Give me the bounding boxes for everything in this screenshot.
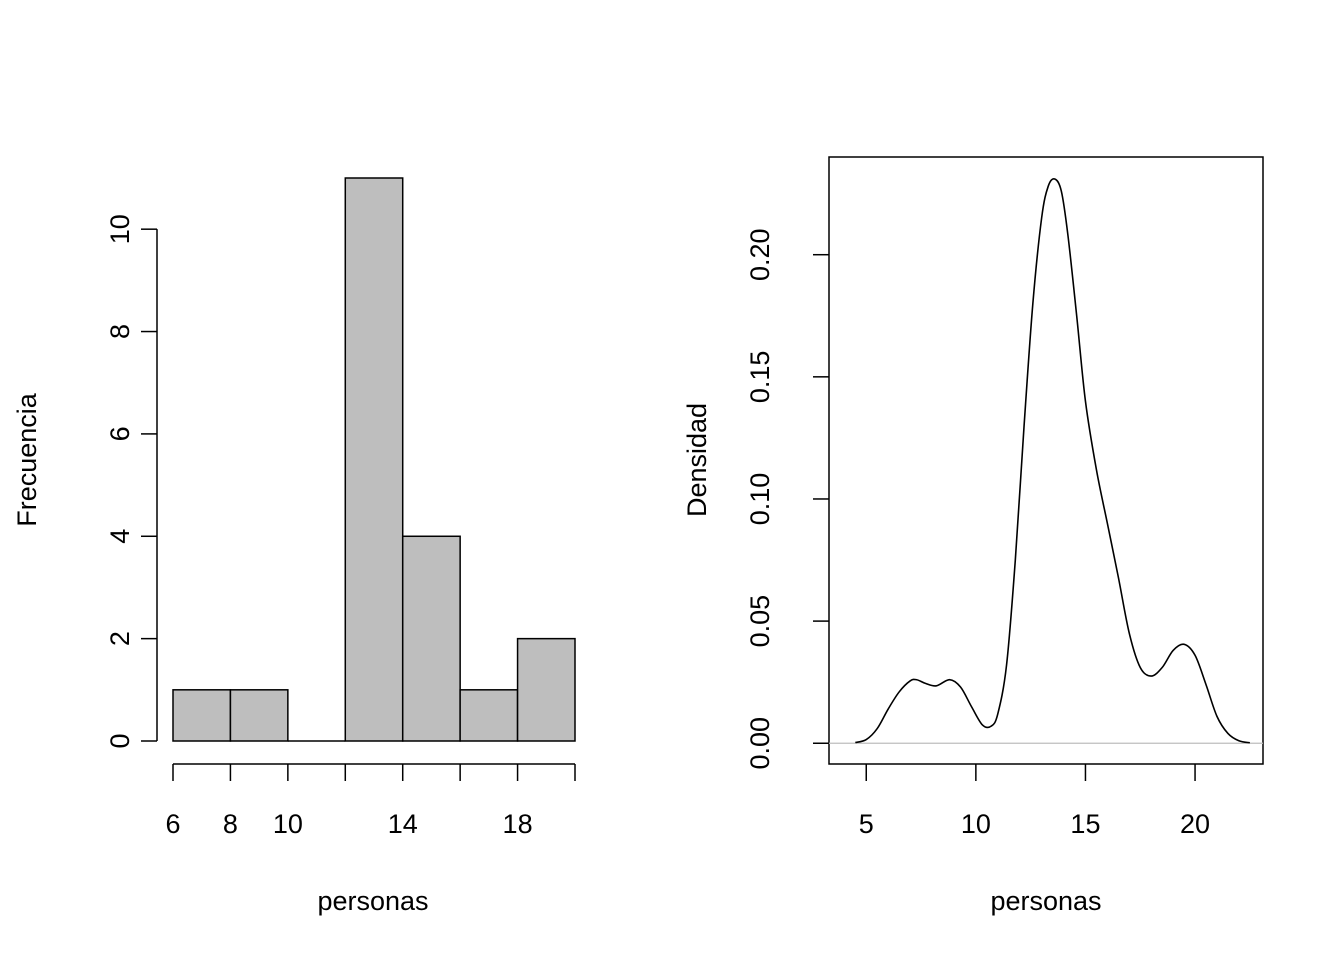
density-x-axis-title: personas [990,886,1101,916]
histogram-x-axis-title: personas [317,886,428,916]
histogram-x-tick-label: 10 [273,809,303,839]
histogram-bar [344,177,404,742]
histogram-bar [172,689,232,742]
histogram-x-tick-label: 18 [503,809,533,839]
histogram-y-axis-title: Frecuencia [12,392,42,527]
histogram-bar [229,689,289,742]
histogram-y-axis: 0 2 4 6 8 10 [105,214,158,749]
density-x-axis: 5 10 15 20 [859,764,1210,839]
histogram-bar [401,535,461,742]
histogram-panel: 0 2 4 6 8 10 6 8 10 14 18 personas Frecuencia [12,177,576,916]
histogram-bars [172,177,576,742]
density-plot-box [828,156,1264,765]
density-y-tick-label: 0.10 [745,473,775,526]
histogram-x-axis: 6 8 10 14 18 [165,763,576,839]
density-x-tick-label: 5 [859,809,874,839]
histogram-y-tick-label: 6 [105,426,135,441]
density-y-tick-label: 0.20 [745,228,775,281]
histogram-bar [459,689,519,742]
histogram-x-tick-label: 14 [388,809,418,839]
histogram-y-tick-label: 2 [105,631,135,646]
density-panel: 0.00 0.05 0.10 0.15 0.20 5 10 15 20 personas De… [682,156,1264,916]
density-y-axis: 0.00 0.05 0.10 0.15 0.20 [745,228,829,770]
density-y-axis-title: Densidad [682,403,712,517]
density-y-tick-label: 0.00 [745,717,775,770]
histogram-x-tick-label: 8 [223,809,238,839]
density-curve [855,178,1250,744]
histogram-y-tick-label: 4 [105,529,135,544]
histogram-y-tick-label: 8 [105,324,135,339]
histogram-y-tick-label: 10 [105,214,135,244]
histogram-x-tick-label: 6 [165,809,180,839]
density-x-tick-label: 10 [961,809,991,839]
density-x-tick-label: 20 [1180,809,1210,839]
density-y-tick-label: 0.05 [745,595,775,648]
density-x-tick-label: 15 [1070,809,1100,839]
histogram-bar [516,637,576,742]
density-y-tick-label: 0.15 [745,351,775,404]
histogram-y-tick-label: 0 [105,733,135,748]
